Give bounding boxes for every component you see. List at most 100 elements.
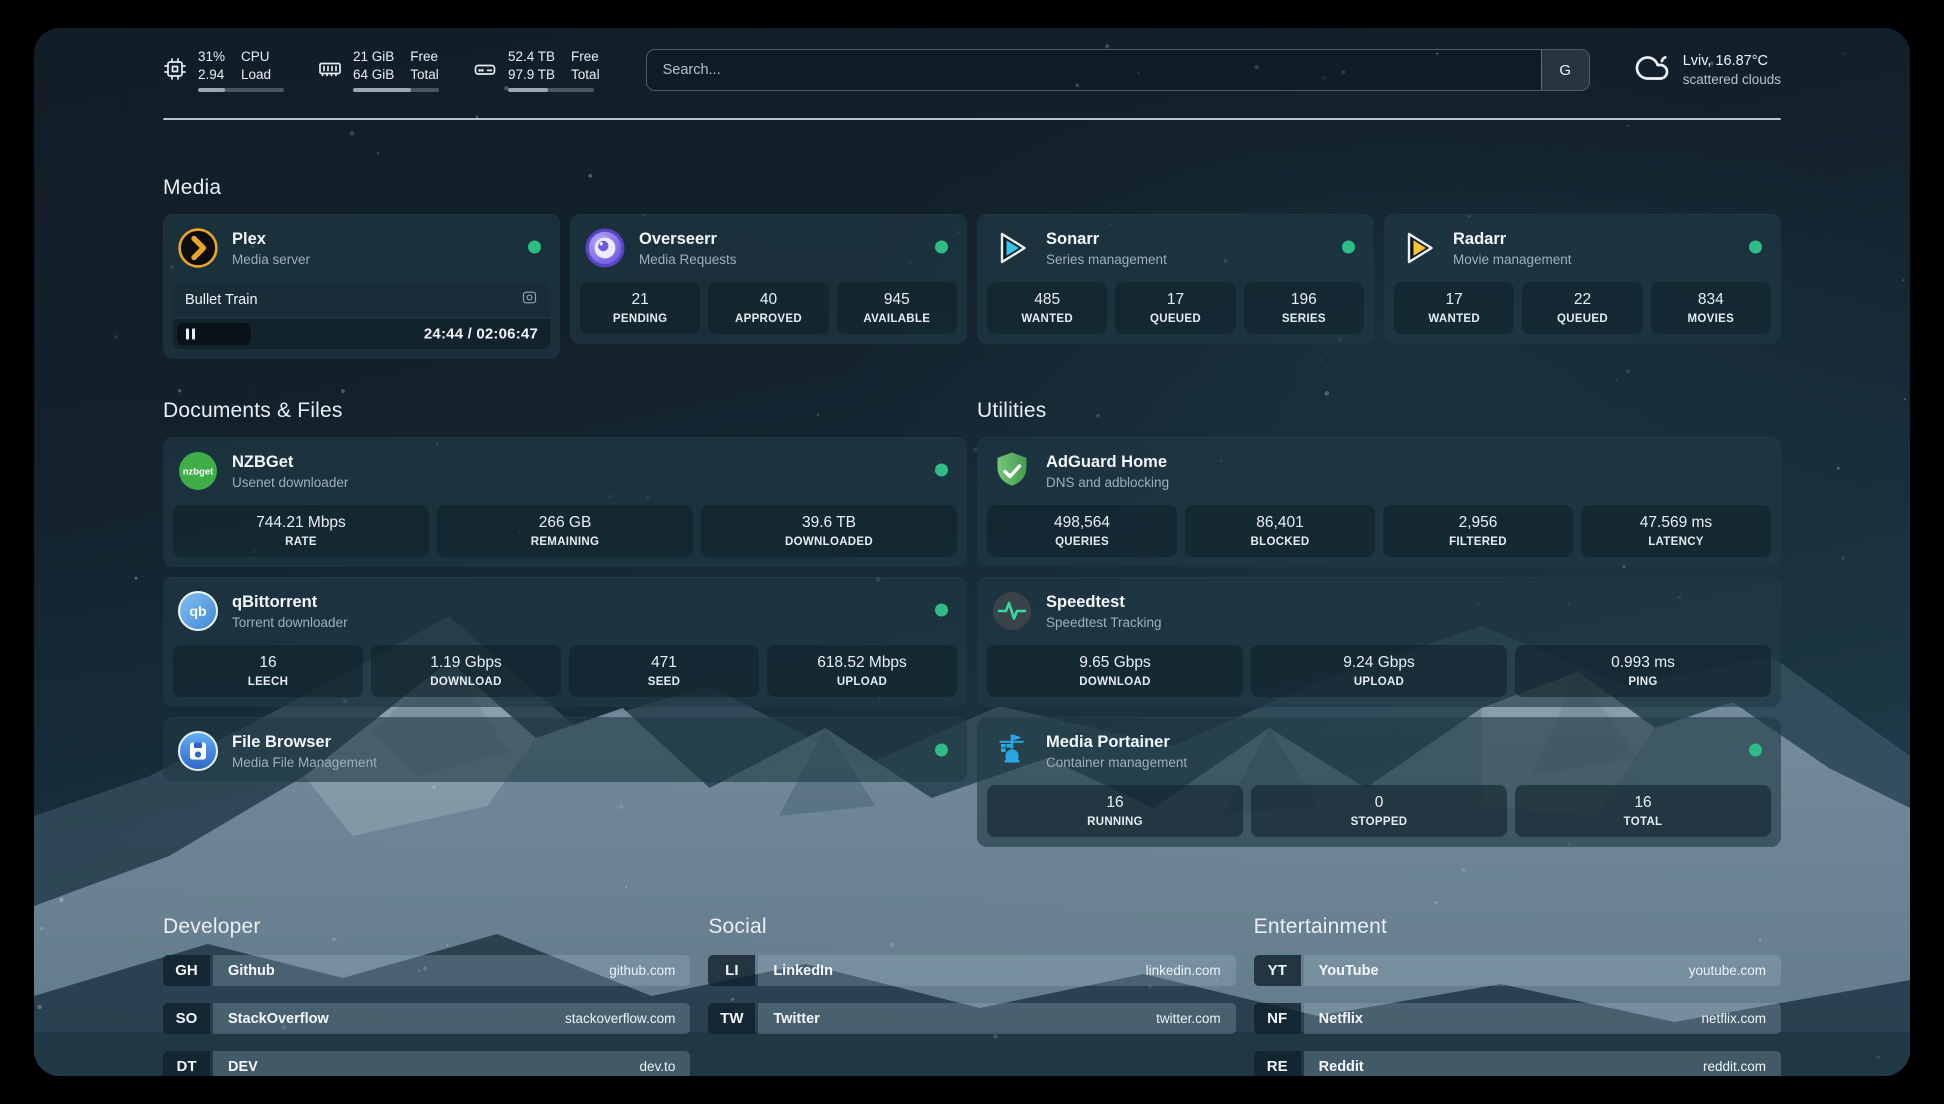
bookmark-reddit[interactable]: RERedditreddit.com — [1254, 1051, 1781, 1076]
stat-value: 21 — [584, 291, 696, 309]
stat-value: 9.65 Gbps — [991, 654, 1239, 672]
speedtest-icon — [991, 590, 1033, 632]
section-documents: Documents & Files nzbgetNZBGetUsenet dow… — [163, 399, 967, 782]
bookmark-abbr: LI — [708, 955, 755, 986]
stat-label: PENDING — [584, 313, 696, 325]
bookmark-domain: youtube.com — [1689, 963, 1766, 978]
stat-label: UPLOAD — [771, 676, 953, 688]
stat-upload: 9.24 GbpsUPLOAD — [1251, 645, 1507, 697]
bookmark-body: LinkedInlinkedin.com — [758, 955, 1235, 986]
stat-value: 17 — [1398, 291, 1510, 309]
service-header: SonarrSeries management — [987, 224, 1364, 269]
stat-value: 39.6 TB — [705, 514, 953, 532]
now-playing-progressbar[interactable]: 24:44 / 02:06:47 — [173, 319, 550, 349]
weather-location-temp: Lviv, 16.87°C — [1683, 52, 1781, 71]
documents-stack: nzbgetNZBGetUsenet downloader 744.21 Mbps… — [163, 437, 967, 782]
stat-value: 40 — [712, 291, 824, 309]
bookmark-body: Redditreddit.com — [1304, 1051, 1781, 1076]
stat-value: 22 — [1526, 291, 1638, 309]
utilities-stack: AdGuard HomeDNS and adblocking498,564QUE… — [977, 437, 1781, 847]
service-header: nzbgetNZBGetUsenet downloader — [173, 447, 957, 492]
stat-label: LEECH — [177, 676, 359, 688]
stat-label: WANTED — [1398, 313, 1510, 325]
bookmark-domain: linkedin.com — [1146, 963, 1221, 978]
top-bar: 31%2.94CPULoad21 GiB64 GiBFreeTotal52.4 … — [163, 42, 1781, 98]
stat-value: 9.24 Gbps — [1255, 654, 1503, 672]
service-card-filebrowser[interactable]: File BrowserMedia File Management — [163, 717, 967, 782]
service-name: qBittorrent — [232, 593, 348, 612]
bookmark-netflix[interactable]: NFNetflixnetflix.com — [1254, 1003, 1781, 1034]
service-card-qbittorrent[interactable]: qbqBittorrentTorrent downloader16LEECH1.… — [163, 577, 967, 707]
stat-value: 498,564 — [991, 514, 1173, 532]
stat-label: STOPPED — [1255, 816, 1503, 828]
service-description: DNS and adblocking — [1046, 475, 1169, 490]
service-card-sonarr[interactable]: SonarrSeries management485WANTED17QUEUED… — [977, 214, 1374, 344]
resource-label: Total — [410, 66, 439, 84]
search-provider-button[interactable]: G — [1541, 50, 1589, 90]
stat-label: DOWNLOAD — [375, 676, 557, 688]
bookmark-stackoverflow[interactable]: SOStackOverflowstackoverflow.com — [163, 1003, 690, 1034]
service-header: Media PortainerContainer management — [987, 727, 1771, 772]
resource-values: 31%2.94 — [198, 48, 225, 83]
service-description: Series management — [1046, 252, 1167, 267]
status-online-dot — [935, 463, 948, 476]
service-stats: 744.21 MbpsRATE266 GBREMAINING39.6 TBDOW… — [173, 505, 957, 557]
resource-memory: 21 GiB64 GiBFreeTotal — [318, 48, 439, 92]
service-stats: 485WANTED17QUEUED196SERIES — [987, 282, 1364, 334]
service-card-portainer[interactable]: Media PortainerContainer management16RUN… — [977, 717, 1781, 847]
resource-memory-readout: 21 GiB64 GiBFreeTotal — [353, 48, 439, 92]
stat-download: 1.19 GbpsDOWNLOAD — [371, 645, 561, 697]
section-media: Media PlexMedia serverBullet Train24:44 … — [163, 176, 1781, 359]
stat-wanted: 17 WANTED — [1394, 282, 1514, 334]
bookmark-name: Github — [228, 963, 275, 979]
service-titles: SonarrSeries management — [1046, 230, 1167, 267]
search-bar[interactable]: G — [646, 49, 1590, 91]
status-online-dot — [1749, 743, 1762, 756]
bookmark-group-developer: DeveloperGHGithubgithub.comSOStackOverfl… — [163, 915, 690, 1076]
stat-value: 834 — [1655, 291, 1767, 309]
service-description: Media Requests — [639, 252, 737, 267]
service-titles: Media PortainerContainer management — [1046, 733, 1187, 770]
resource-cpu-readout: 31%2.94CPULoad — [198, 48, 284, 92]
disk-icon — [473, 57, 497, 86]
service-titles: SpeedtestSpeedtest Tracking — [1046, 593, 1162, 630]
resource-memory-progressbar — [353, 88, 439, 92]
stat-value: 196 — [1248, 291, 1360, 309]
stat-queued: 17QUEUED — [1115, 282, 1235, 334]
filebrowser-icon — [177, 730, 219, 772]
service-stats: 16LEECH1.19 GbpsDOWNLOAD471SEED618.52 Mb… — [173, 645, 957, 697]
adguard-icon — [991, 450, 1033, 492]
service-description: Speedtest Tracking — [1046, 615, 1162, 630]
search-input[interactable] — [647, 50, 1541, 90]
service-stats: 17WANTED22QUEUED834MOVIES — [1394, 282, 1771, 334]
resource-labels: FreeTotal — [571, 48, 600, 83]
service-titles: PlexMedia server — [232, 230, 310, 267]
bookmark-abbr: SO — [163, 1003, 210, 1034]
resource-value: 97.9 TB — [508, 66, 555, 84]
bookmark-list: YTYouTubeyoutube.com NFNetflixnetflix.com… — [1254, 955, 1781, 1076]
bookmark-youtube[interactable]: YTYouTubeyoutube.com — [1254, 955, 1781, 986]
now-playing: Bullet Train24:44 / 02:06:47 — [173, 282, 550, 349]
stat-queries: 498,564QUERIES — [987, 505, 1177, 557]
bookmark-github[interactable]: GHGithubgithub.com — [163, 955, 690, 986]
stat-label: FILTERED — [1387, 536, 1569, 548]
service-card-nzbget[interactable]: nzbgetNZBGetUsenet downloader 744.21 Mbps… — [163, 437, 967, 567]
status-online-dot — [1749, 240, 1762, 253]
stat-value: 47.569 ms — [1585, 514, 1767, 532]
service-card-radarr[interactable]: RadarrMovie management17WANTED22QUEUED83… — [1384, 214, 1781, 344]
resource-value: 2.94 — [198, 66, 225, 84]
bookmark-name: Netflix — [1319, 1011, 1363, 1027]
service-card-adguard[interactable]: AdGuard HomeDNS and adblocking498,564QUE… — [977, 437, 1781, 567]
bookmark-dev[interactable]: DTDEVdev.to — [163, 1051, 690, 1076]
service-card-speedtest[interactable]: SpeedtestSpeedtest Tracking9.65 GbpsDOWN… — [977, 577, 1781, 707]
service-card-plex[interactable]: PlexMedia server Bullet Train24:44 / 02:0… — [163, 214, 560, 359]
bookmark-domain: dev.to — [640, 1059, 676, 1074]
resource-labels: FreeTotal — [410, 48, 439, 83]
resource-value: 64 GiB — [353, 66, 394, 84]
pause-icon[interactable] — [186, 329, 195, 340]
service-name: File Browser — [232, 733, 377, 752]
stat-label: TOTAL — [1519, 816, 1767, 828]
service-card-overseerr[interactable]: OverseerrMedia Requests21PENDING40APPROV… — [570, 214, 967, 344]
bookmark-linkedin[interactable]: LILinkedInlinkedin.com — [708, 955, 1235, 986]
bookmark-twitter[interactable]: TWTwittertwitter.com — [708, 1003, 1235, 1034]
